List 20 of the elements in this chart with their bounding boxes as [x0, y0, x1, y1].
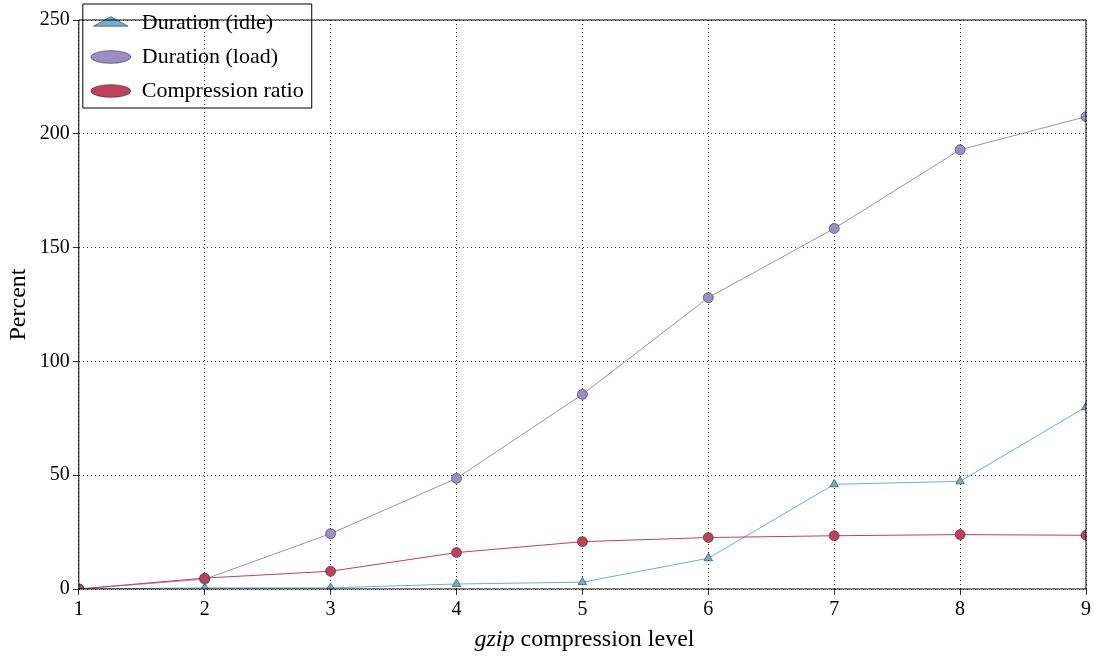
y-tick-label: 100 — [39, 348, 70, 371]
legend-label: Duration (idle) — [141, 8, 274, 34]
x-tick-label: 3 — [325, 597, 336, 620]
y-tick-label: 50 — [49, 462, 70, 485]
legend-label: Compression ratio — [141, 76, 304, 102]
x-tick-label: 7 — [829, 597, 840, 620]
x-tick-label: 1 — [73, 597, 84, 620]
x-tick-label: 8 — [955, 597, 966, 620]
y-tick-label: 200 — [39, 121, 70, 144]
x-axis-title: gzip compression level — [474, 625, 695, 651]
x-tick-label: 5 — [577, 597, 588, 620]
x-tick-label: 2 — [199, 597, 210, 620]
y-tick-label: 150 — [39, 234, 70, 257]
y-tick-label: 250 — [39, 7, 70, 30]
x-tick-label: 4 — [451, 597, 462, 620]
y-axis-title: Percent — [3, 268, 30, 341]
x-tick-label: 6 — [703, 597, 714, 620]
legend-label: Duration (load) — [141, 42, 279, 68]
x-tick-label: 9 — [1081, 597, 1091, 620]
y-tick-label: 0 — [59, 576, 70, 599]
